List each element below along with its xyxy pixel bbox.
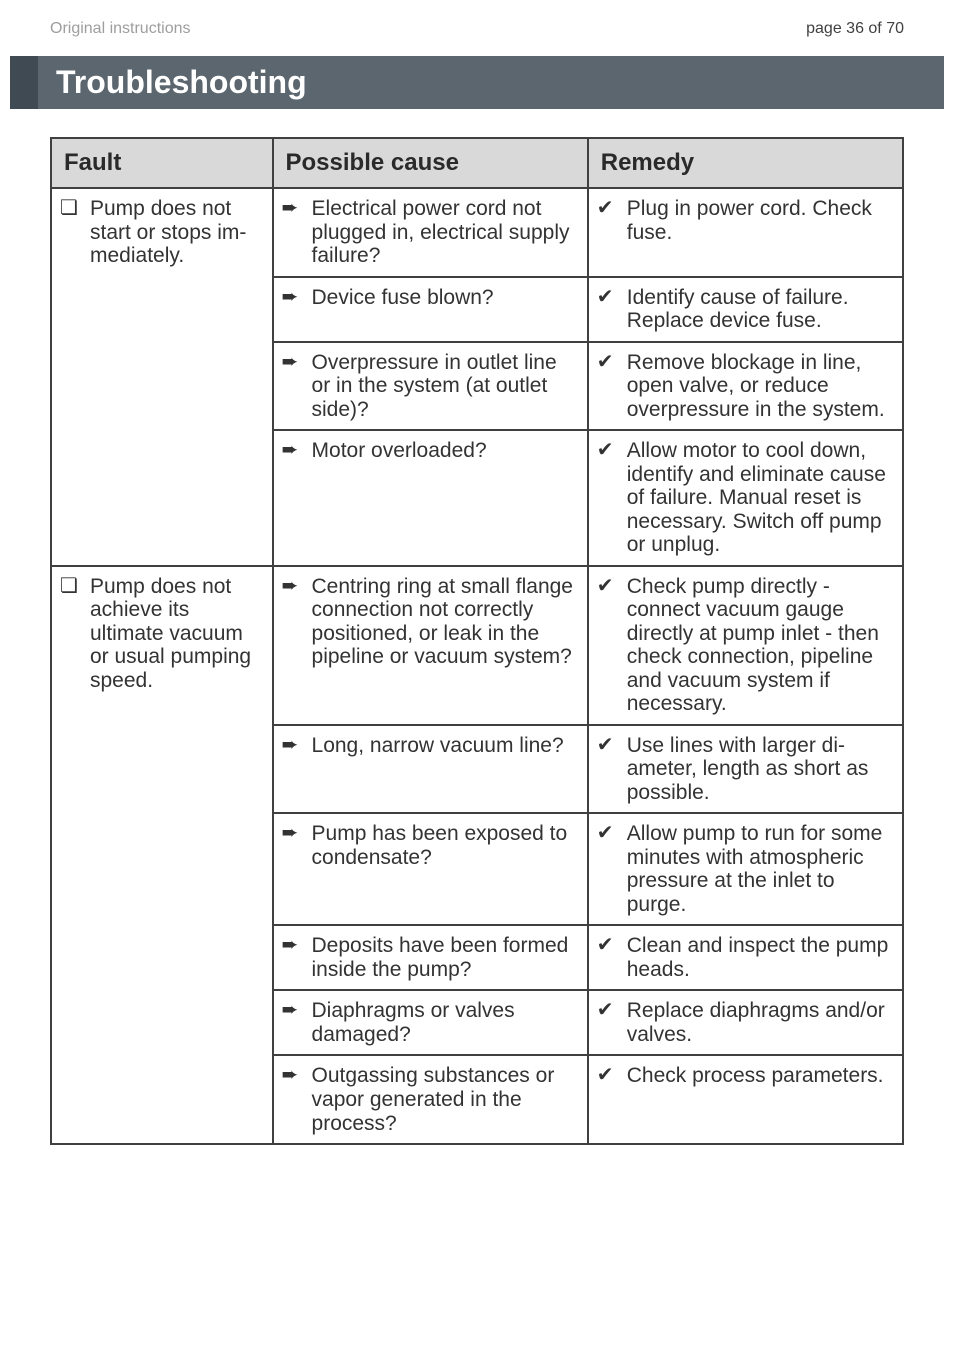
- cause-cell: ➨Overpressure in outlet line or in the s…: [273, 342, 588, 431]
- cause-text: Centring ring at small flange connection…: [312, 575, 577, 669]
- col-cause: Possible cause: [273, 138, 588, 188]
- fault-cell: ❏Pump does not start or stops im­mediate…: [51, 188, 273, 566]
- col-fault: Fault: [51, 138, 273, 188]
- cause-text: Outgassing substances or vapor generated…: [312, 1064, 577, 1135]
- check-icon: ✔: [597, 286, 619, 333]
- arrow-icon: ➨: [282, 934, 304, 981]
- fault-cell: ❏Pump does not achieve its ultimate vacu…: [51, 566, 273, 1144]
- arrow-icon: ➨: [282, 575, 304, 669]
- content-area: Fault Possible cause Remedy ❏Pump does n…: [0, 109, 954, 1175]
- cause-text: Deposits have been formed inside the pum…: [312, 934, 577, 981]
- remedy-text: Allow motor to cool down, identify and e…: [627, 439, 892, 557]
- cause-cell: ➨Diaphragms or valves damaged?: [273, 990, 588, 1055]
- table-body: ❏Pump does not start or stops im­mediate…: [51, 188, 903, 1144]
- check-icon: ✔: [597, 351, 619, 422]
- remedy-text: Remove blockage in line, open valve, or …: [627, 351, 892, 422]
- remedy-cell: ✔Replace diaphragms and/or valves.: [588, 990, 903, 1055]
- remedy-cell: ✔Use lines with larger di­ameter, length…: [588, 725, 903, 814]
- remedy-text: Check process parame­ters.: [627, 1064, 892, 1088]
- check-icon: ✔: [597, 197, 619, 244]
- remedy-cell: ✔Identify cause of failure. Replace devi…: [588, 277, 903, 342]
- remedy-text: Allow pump to run for some minutes with …: [627, 822, 892, 916]
- cause-cell: ➨Pump has been ex­posed to condensate?: [273, 813, 588, 925]
- cause-cell: ➨ Motor overloaded?: [273, 430, 588, 566]
- arrow-icon: ➨: [282, 286, 304, 310]
- remedy-cell: ✔Allow pump to run for some minutes with…: [588, 813, 903, 925]
- table-header-row: Fault Possible cause Remedy: [51, 138, 903, 188]
- check-icon: ✔: [597, 734, 619, 805]
- arrow-icon: ➨: [282, 1064, 304, 1135]
- cause-text: Electrical power cord not plugged in, el…: [312, 197, 577, 268]
- remedy-cell: ✔Remove blockage in line, open valve, or…: [588, 342, 903, 431]
- remedy-text: Check pump directly - connect vacuum gau…: [627, 575, 892, 716]
- arrow-icon: ➨: [282, 822, 304, 869]
- cause-text: Motor overloaded?: [312, 439, 577, 463]
- arrow-icon: ➨: [282, 351, 304, 422]
- remedy-cell: ✔Plug in power cord. Check fuse.: [588, 188, 903, 277]
- cause-cell: ➨Electrical power cord not plugged in, e…: [273, 188, 588, 277]
- check-icon: ✔: [597, 934, 619, 981]
- cause-cell: ➨Deposits have been formed inside the pu…: [273, 925, 588, 990]
- checkbox-icon: ❏: [60, 575, 82, 693]
- fault-text: Pump does not start or stops im­mediatel…: [90, 197, 262, 268]
- cause-text: Diaphragms or valves damaged?: [312, 999, 577, 1046]
- check-icon: ✔: [597, 822, 619, 916]
- arrow-icon: ➨: [282, 439, 304, 463]
- remedy-cell: ✔Clean and inspect the pump heads.: [588, 925, 903, 990]
- check-icon: ✔: [597, 1064, 619, 1088]
- cause-cell: ➨Centring ring at small flange connectio…: [273, 566, 588, 725]
- remedy-text: Plug in power cord. Check fuse.: [627, 197, 892, 244]
- cause-cell: ➨ Device fuse blown?: [273, 277, 588, 342]
- check-icon: ✔: [597, 439, 619, 557]
- check-icon: ✔: [597, 999, 619, 1046]
- checkbox-icon: ❏: [60, 197, 82, 268]
- check-icon: ✔: [597, 575, 619, 716]
- remedy-text: Identify cause of failure. Replace devic…: [627, 286, 892, 333]
- header-left-text: Original instructions: [50, 20, 191, 38]
- page-header: Original instructions page 36 of 70: [0, 0, 954, 48]
- cause-text: Long, narrow vacuum line?: [312, 734, 577, 758]
- cause-text: Device fuse blown?: [312, 286, 577, 310]
- section-title: Troubleshooting: [10, 56, 944, 109]
- arrow-icon: ➨: [282, 197, 304, 268]
- remedy-text: Clean and inspect the pump heads.: [627, 934, 892, 981]
- remedy-cell: ✔Check pump directly - connect vacuum ga…: [588, 566, 903, 725]
- troubleshooting-table: Fault Possible cause Remedy ❏Pump does n…: [50, 137, 904, 1145]
- cause-text: Overpressure in outlet line or in the sy…: [312, 351, 577, 422]
- fault-text: Pump does not achieve its ultimate vacuu…: [90, 575, 262, 693]
- cause-cell: ➨ Long, narrow vacuum line?: [273, 725, 588, 814]
- cause-text: Pump has been ex­posed to condensate?: [312, 822, 577, 869]
- remedy-text: Use lines with larger di­ameter, length …: [627, 734, 892, 805]
- remedy-cell: ✔Allow motor to cool down, identify and …: [588, 430, 903, 566]
- remedy-cell: ✔ Check process parame­ters.: [588, 1055, 903, 1144]
- cause-cell: ➨Outgassing substances or vapor generate…: [273, 1055, 588, 1144]
- arrow-icon: ➨: [282, 999, 304, 1046]
- table-row: ❏Pump does not start or stops im­mediate…: [51, 188, 903, 277]
- arrow-icon: ➨: [282, 734, 304, 758]
- col-remedy: Remedy: [588, 138, 903, 188]
- header-page-number: page 36 of 70: [806, 20, 904, 38]
- table-row: ❏Pump does not achieve its ultimate vacu…: [51, 566, 903, 725]
- remedy-text: Replace diaphragms and/or valves.: [627, 999, 892, 1046]
